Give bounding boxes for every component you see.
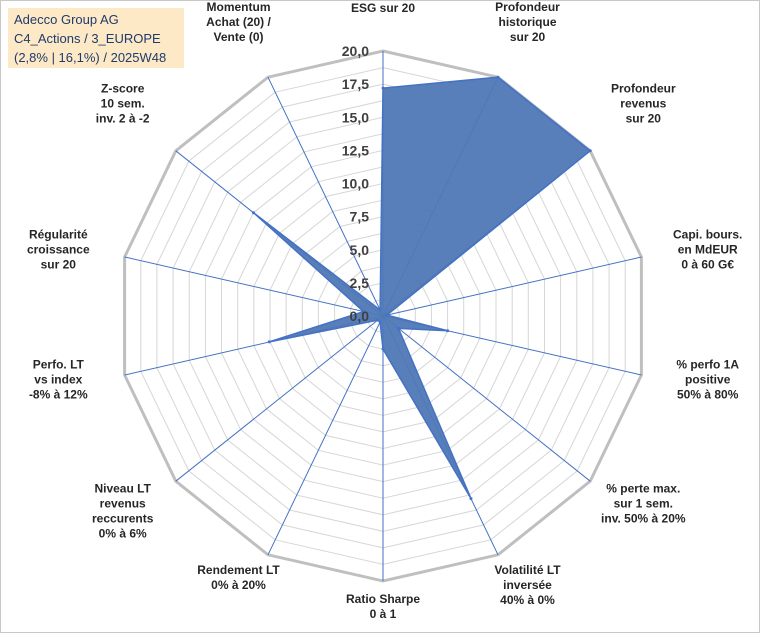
axis-label-line: % perfo 1A [676,358,739,372]
axis-label-line: 0% à 20% [211,578,266,592]
tick-label: 2,5 [350,275,370,291]
axis-label-line: Vente (0) [213,30,263,44]
series-layer [252,75,592,501]
axis-label-line: en MdEUR [678,242,738,256]
tick-label: 17,5 [342,76,369,92]
data-point [469,497,473,501]
tick-label: 20,0 [342,43,369,59]
tick-layer: 0,0 2,5 5,0 7,5 10,0 12,5 15,0 17,5 20,0 [342,43,369,324]
axis-spoke [267,76,384,317]
chart-title: Adecco Group AG [14,12,119,27]
chart-subtitle-stats: (2,8% | 16,1%) / 2025W48 [14,50,167,65]
tick-label: 12,5 [342,142,369,158]
axis-label-line: inv. 50% à 20% [601,512,686,526]
tick-label: 7,5 [350,209,370,225]
series-area [252,76,592,499]
data-point [362,310,366,314]
axis-label-line: 40% à 0% [500,593,555,607]
data-point [446,329,450,333]
axis-spoke [382,256,642,317]
axis-label: % perfo 1A positive 50% à 80% [676,358,739,402]
axis-label-line: reccurents [92,512,154,526]
tick-label: 15,0 [342,109,369,125]
tick-label: 10,0 [342,176,369,192]
axis-label-line: Ratio Sharpe [346,592,420,606]
axis-label: % perte max. sur 1 sem. inv. 50% à 20% [601,482,686,526]
axis-label-line: Momentum [207,0,271,14]
axis-label-line: Niveau LT [94,482,151,496]
data-point [385,313,389,317]
data-point [397,326,400,330]
axis-label-line: Z-score [101,81,145,95]
axis-label-line: Rendement LT [197,563,280,577]
axis-label: Profondeur historique sur 20 [495,0,560,44]
axis-label-line: Perfo. LT [33,358,85,372]
axis-label-line: ESG sur 20 [351,1,415,15]
axis-label-line: croissance [27,242,90,256]
axis-label: Régularité croissance sur 20 [27,227,90,271]
axis-label-line: 0 à 60 G€ [681,257,734,271]
data-point [381,86,385,90]
axis-spoke [382,315,591,482]
axis-label: Capi. bours. en MdEUR 0 à 60 G€ [673,227,742,271]
axis-label: Profondeur revenus sur 20 [611,81,676,125]
title-box: Adecco Group AG C4_Actions / 3_EUROPE (2… [8,8,184,68]
axis-label-line: historique [498,15,556,29]
tick-label: 5,0 [350,242,370,258]
axis-label-line: Profondeur [611,81,676,95]
data-point [496,75,500,79]
axis-label-line: inv. 2 à -2 [96,111,150,125]
axis-label: Ratio Sharpe 0 à 1 [346,592,420,621]
axis-label: Volatilité LT inversée 40% à 0% [494,563,561,607]
axis-label: Perfo. LT vs index -8% à 12% [29,358,88,402]
axis-label-line: 0% à 6% [99,527,147,541]
axis-label-line: inversée [503,578,552,592]
axis-label-line: Volatilité LT [494,563,561,577]
axis-label-line: -8% à 12% [29,388,88,402]
chart-subtitle-category: C4_Actions / 3_EUROPE [14,31,161,46]
data-point [378,320,382,324]
data-point [588,149,592,153]
tick-label: 0,0 [350,308,370,324]
axis-label-line: sur 1 sem. [614,497,673,511]
axis-label-line: Capi. bours. [673,227,742,241]
axis-label: Niveau LT revenus reccurents 0% à 6% [92,482,154,541]
axis-label-line: positive [685,373,731,387]
axis-label: Momentum Achat (20) / Vente (0) [206,0,271,44]
axis-label-line: 50% à 80% [677,388,739,402]
axis-spoke [267,315,384,556]
axis-label-line: % perte max. [606,482,680,496]
data-point [252,211,255,215]
axis-label-line: Achat (20) / [206,15,271,29]
axis-label-line: 0 à 1 [370,607,397,621]
axis-spoke [175,315,384,482]
axis-label-line: sur 20 [626,111,662,125]
axis-label: Rendement LT 0% à 20% [197,563,280,592]
axis-spoke [124,256,384,317]
axis-label-line: Profondeur [495,0,560,14]
axis-label: Z-score 10 sem. inv. 2 à -2 [96,81,150,125]
data-point [267,340,271,344]
axis-label-line: Régularité [29,227,88,241]
axis-label-line: sur 20 [41,257,77,271]
data-point [376,318,380,322]
axis-label: NoteESG sur 20 [351,0,415,15]
data-point [381,347,385,351]
axis-label-line: vs index [34,373,82,387]
axis-label-line: 10 sem. [101,96,145,110]
axis-label-line: revenus [620,96,666,110]
axis-label-line: revenus [100,497,146,511]
data-point [378,308,382,312]
axis-label-line: sur 20 [510,30,546,44]
